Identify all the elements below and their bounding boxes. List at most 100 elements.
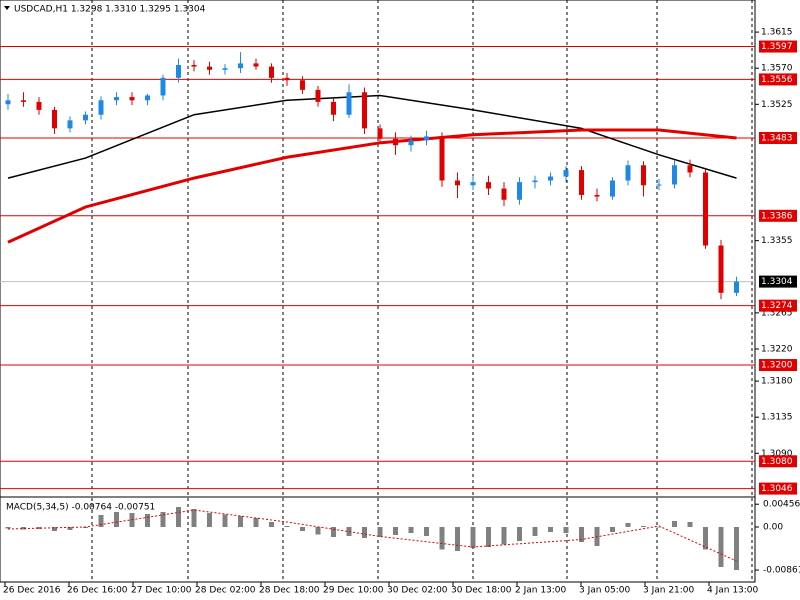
x-tick-label: 27 Dec 10:00: [131, 586, 192, 596]
level-label-box: [759, 209, 797, 222]
macd-bar: [641, 526, 646, 527]
x-tick-label: 29 Dec 10:00: [323, 586, 384, 596]
macd-bar: [734, 527, 739, 570]
x-tick-label: 3 Jan 21:00: [643, 586, 695, 596]
chart-title: USDCAD,H1 1.3298 1.3310 1.3295 1.3304: [14, 5, 206, 15]
candle-body: [470, 182, 476, 186]
level-label: 1.3274: [761, 301, 793, 311]
candle-body: [656, 184, 662, 186]
candle-body: [517, 182, 522, 200]
macd-bar: [346, 527, 352, 536]
macd-bar: [114, 512, 119, 527]
x-tick-label: 30 Dec 18:00: [451, 586, 512, 596]
macd-bar: [517, 527, 522, 541]
y-tick-label: 0.00456: [763, 500, 800, 510]
candle-body: [315, 89, 321, 102]
x-tick-label: 2 Jan 13:00: [515, 586, 567, 596]
macd-bar: [377, 527, 383, 537]
y-tick-label: 1.3355: [761, 236, 793, 246]
level-label: 1.3483: [761, 133, 793, 143]
macd-bar: [548, 527, 553, 532]
y-tick-label: 1.3220: [761, 344, 793, 354]
candle-body: [238, 63, 243, 69]
candle-body: [160, 77, 166, 96]
candle-body: [269, 66, 274, 78]
candle-body: [718, 245, 724, 293]
level-label-box: [759, 455, 797, 468]
level-label-box: [759, 40, 797, 53]
macd-bar: [253, 518, 259, 527]
x-tick-label: 28 Dec 02:00: [195, 586, 256, 596]
candle-body: [98, 100, 104, 115]
level-label: 1.3386: [761, 211, 793, 221]
candle-body: [176, 64, 181, 78]
level-label-box: [759, 73, 797, 86]
y-tick-label: 1.3615: [761, 28, 793, 38]
y-tick-label: 1.3265: [761, 308, 793, 318]
macd-bar: [207, 513, 212, 527]
macd-bar: [315, 527, 321, 535]
macd-bar: [5, 527, 11, 529]
candle-body: [284, 77, 290, 81]
macd-bar: [408, 527, 414, 533]
macd-bar: [145, 514, 150, 527]
y-tick-label: 1.3135: [761, 413, 793, 423]
level-label-box: [759, 359, 797, 372]
candle-body: [114, 97, 119, 101]
y-tick-label: 1.3180: [761, 377, 793, 387]
candle-body: [36, 101, 42, 110]
macd-bar: [176, 507, 181, 527]
candle-body: [439, 136, 445, 181]
moving-average: [7, 94, 737, 179]
candle-body: [83, 114, 88, 121]
candle-body: [52, 109, 57, 129]
level-label: 1.3080: [761, 457, 793, 467]
candle-body: [532, 180, 538, 183]
candle-body: [5, 100, 11, 105]
level-label-box: [759, 299, 797, 312]
macd-bar: [331, 527, 336, 537]
candle-body: [331, 101, 336, 115]
candle-body: [346, 92, 352, 115]
macd-bar: [563, 527, 569, 533]
macd-bar: [393, 527, 398, 535]
level-label: 1.3200: [761, 361, 793, 371]
level-label-box: [759, 131, 797, 144]
level-label: 1.3597: [761, 42, 793, 52]
macd-bar: [98, 515, 104, 527]
macd-bar: [300, 527, 305, 531]
candle-body: [145, 95, 150, 101]
macd-bar: [21, 527, 26, 530]
candle-body: [563, 170, 569, 177]
candle-body: [362, 92, 367, 129]
x-tick-label: 30 Dec 02:00: [387, 586, 448, 596]
candle-body: [377, 128, 383, 139]
macd-bar: [486, 527, 491, 547]
candle-body: [579, 170, 584, 195]
macd-bar: [222, 514, 228, 527]
macd-bar: [269, 522, 274, 527]
y-tick-label: 0.00: [763, 523, 783, 533]
macd-bar: [672, 521, 677, 527]
macd-bar: [455, 527, 460, 551]
candle-body: [734, 281, 739, 293]
candle-body: [424, 136, 429, 141]
candle-body: [501, 188, 507, 200]
macd-title: MACD(5,34,5) -0.00764 -0.00751: [6, 503, 155, 513]
y-tick-label: 1.3090: [761, 449, 793, 459]
macd-bar: [284, 526, 290, 527]
candle-body: [548, 176, 553, 181]
candle-body: [703, 172, 708, 246]
candle-body: [300, 80, 305, 90]
candle-body: [253, 63, 259, 67]
macd-bar: [656, 527, 662, 528]
macd-bar: [610, 527, 615, 532]
macd-bar: [238, 516, 243, 527]
macd-bar: [579, 527, 584, 542]
candle-body: [610, 180, 615, 197]
macd-bar: [625, 523, 631, 527]
candle-body: [393, 138, 398, 146]
macd-bar: [501, 527, 507, 545]
menu-arrow: [4, 6, 10, 10]
